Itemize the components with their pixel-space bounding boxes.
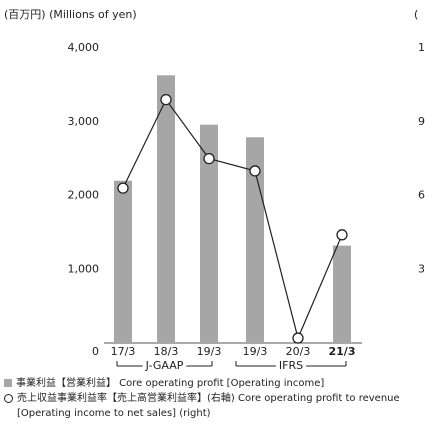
x-tick-label: 19/3: [197, 345, 222, 358]
line-marker: [336, 229, 348, 241]
y2-axis-label: (: [414, 8, 418, 21]
x-tick-label: 19/3: [243, 345, 268, 358]
chart-svg: (百万円) (Millions of yen) ( 0 1,000 2,000 3,0…: [4, 8, 425, 372]
annotation: IFRS: [279, 359, 303, 372]
line-marker: [203, 152, 215, 165]
y-axis-label: (百万円) (Millions of yen): [4, 8, 137, 21]
legend-label: 売上収益事業利益率【売上高営業利益率】(右軸) Core operating p…: [17, 393, 400, 419]
bar: [200, 124, 218, 343]
legend-label: 事業利益【営業利益】 Core operating profit [Operat…: [16, 378, 325, 389]
y-tick-label: 4,000: [68, 41, 100, 54]
y-tick-label: 2,000: [68, 189, 100, 202]
y2-tick-label: 12: [418, 41, 425, 54]
x-tick-label: 21/3: [329, 345, 356, 358]
legend-item: 事業利益【営業利益】 Core operating profit [Operat…: [4, 376, 425, 391]
x-tick-label: 17/3: [111, 345, 136, 358]
line-marker: [249, 165, 261, 177]
line: [122, 98, 343, 340]
y-tick-label: 3,000: [68, 115, 100, 128]
annotation: J-GAAP: [145, 359, 184, 372]
y-tick-label: 0: [92, 345, 99, 358]
bar: [333, 245, 351, 343]
line-marker: [117, 182, 129, 194]
x-tick-label: 18/3: [154, 345, 179, 358]
line-marker: [292, 332, 304, 344]
legend-item: 売上収益事業利益率【売上高営業利益率】(右軸) Core operating p…: [4, 391, 425, 421]
legend-symbol: [4, 379, 12, 387]
legend: 事業利益【営業利益】 Core operating profit [Operat…: [4, 376, 425, 421]
legend-symbol: [4, 394, 13, 403]
y2-tick-label: 6: [418, 189, 425, 202]
y2-tick-label: 9: [418, 115, 425, 128]
y-tick-label: 1,000: [68, 262, 100, 275]
bar: [114, 180, 132, 343]
line-marker: [160, 93, 172, 106]
x-tick-label: 20/3: [286, 345, 311, 358]
bar: [157, 75, 175, 343]
y2-tick-label: 3: [418, 262, 425, 275]
